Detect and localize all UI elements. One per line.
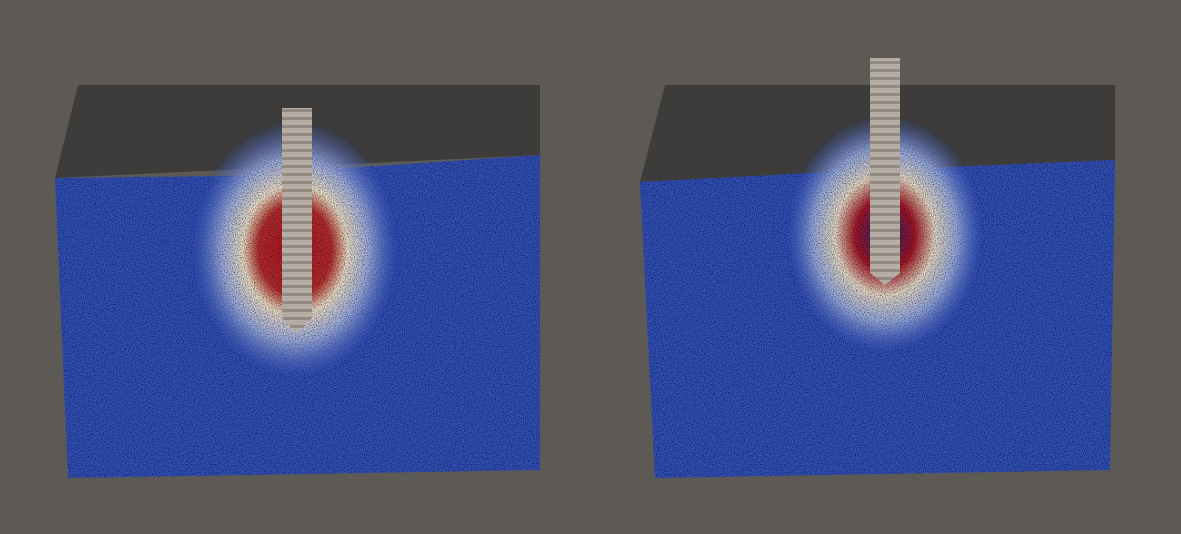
page: [0, 0, 1181, 534]
right-block: [640, 58, 1115, 478]
scene: [0, 0, 1181, 534]
left-block: [55, 85, 540, 478]
screw: [282, 108, 312, 333]
screw: [870, 58, 900, 285]
